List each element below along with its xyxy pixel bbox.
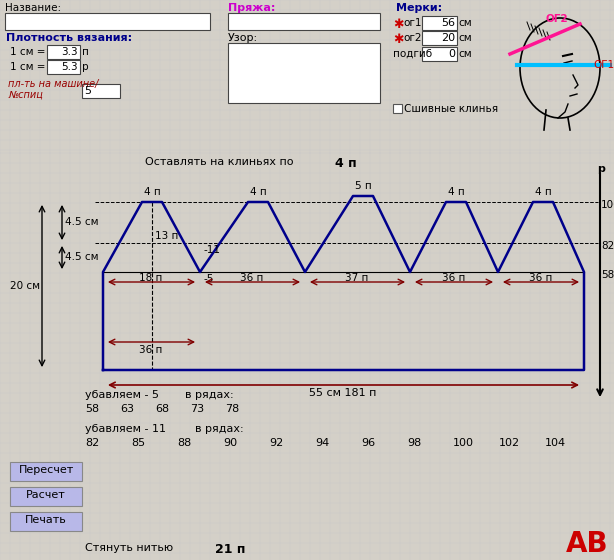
Text: Пряжа:: Пряжа:	[228, 3, 275, 13]
Text: 4 п: 4 п	[250, 187, 266, 197]
Text: 21 п: 21 п	[215, 543, 246, 556]
Text: р: р	[597, 164, 605, 174]
Text: Печать: Печать	[25, 515, 67, 525]
Text: 85: 85	[131, 438, 145, 448]
Text: 20: 20	[441, 33, 455, 43]
Text: №спиц: №спиц	[8, 90, 43, 100]
Text: 56: 56	[441, 18, 455, 28]
Text: 4.5 см: 4.5 см	[65, 217, 98, 227]
Text: 5 п: 5 п	[355, 181, 371, 191]
Text: 68: 68	[155, 404, 169, 414]
Text: 5.3: 5.3	[61, 62, 78, 72]
Bar	[228, 13, 380, 30]
Text: Стянуть нитью: Стянуть нитью	[85, 543, 173, 553]
Text: -11: -11	[203, 245, 220, 255]
Text: 1 см =: 1 см =	[10, 47, 45, 57]
Text: пл-ть на машине/: пл-ть на машине/	[8, 79, 98, 89]
Text: 18 п: 18 п	[139, 273, 163, 283]
Text: ОГ1: ОГ1	[593, 60, 614, 70]
Bar	[47, 60, 80, 74]
Text: в рядах:: в рядах:	[195, 424, 244, 434]
Text: см: см	[458, 33, 472, 43]
Text: 88: 88	[177, 438, 191, 448]
Text: см: см	[458, 49, 472, 59]
Bar	[393, 104, 402, 113]
Bar	[422, 16, 457, 30]
Text: р: р	[82, 62, 88, 72]
Text: п: п	[82, 47, 89, 57]
Bar	[228, 43, 380, 103]
Text: 58: 58	[85, 404, 99, 414]
Text: 78: 78	[225, 404, 239, 414]
Bar	[422, 31, 457, 45]
Text: Мерки:: Мерки:	[396, 3, 442, 13]
Text: 3.3: 3.3	[61, 47, 78, 57]
Text: 82: 82	[85, 438, 99, 448]
Text: 94: 94	[315, 438, 329, 448]
Text: 0: 0	[448, 49, 455, 59]
Text: Узор:: Узор:	[228, 33, 258, 43]
Text: в рядах:: в рядах:	[185, 390, 233, 400]
Bar	[82, 84, 120, 98]
Text: Расчет: Расчет	[26, 490, 66, 500]
Text: см: см	[458, 18, 472, 28]
Text: ог1: ог1	[403, 18, 421, 28]
Text: -5: -5	[203, 274, 214, 284]
Text: Пересчет: Пересчет	[18, 465, 74, 475]
Bar	[5, 13, 210, 30]
Text: 36 п: 36 п	[442, 273, 465, 283]
Text: 4.5 см: 4.5 см	[65, 252, 98, 262]
Text: 4 п: 4 п	[144, 187, 161, 197]
Bar	[10, 487, 82, 506]
Text: 106: 106	[601, 200, 614, 210]
Text: Название:: Название:	[5, 3, 61, 13]
Text: 37 п: 37 п	[345, 273, 368, 283]
Text: 104: 104	[545, 438, 566, 448]
Text: 36 п: 36 п	[529, 273, 553, 283]
Bar	[10, 512, 82, 531]
Text: 90: 90	[223, 438, 237, 448]
Text: Оставлять на клиньях по: Оставлять на клиньях по	[145, 157, 293, 167]
Text: 13 п: 13 п	[155, 231, 179, 241]
Text: убавляем - 11: убавляем - 11	[85, 424, 166, 434]
Text: АВ: АВ	[566, 530, 608, 558]
Text: ✱: ✱	[393, 33, 403, 46]
Bar	[47, 45, 80, 59]
Text: 36 п: 36 п	[240, 273, 263, 283]
Text: подгиб: подгиб	[393, 49, 432, 59]
Text: 92: 92	[269, 438, 283, 448]
Text: 102: 102	[499, 438, 520, 448]
Text: 1 см =: 1 см =	[10, 62, 45, 72]
Text: 36 п: 36 п	[139, 345, 163, 355]
Text: 4 п: 4 п	[448, 187, 465, 197]
Text: 4 п: 4 п	[335, 157, 357, 170]
Text: 98: 98	[407, 438, 421, 448]
Text: ОГ2: ОГ2	[545, 14, 567, 24]
Text: 82: 82	[601, 241, 614, 251]
Text: Плотность вязания:: Плотность вязания:	[6, 33, 132, 43]
Text: ог2: ог2	[403, 33, 421, 43]
Text: 58: 58	[601, 270, 614, 280]
Text: убавляем - 5: убавляем - 5	[85, 390, 159, 400]
Text: 63: 63	[120, 404, 134, 414]
Text: 96: 96	[361, 438, 375, 448]
Bar	[10, 462, 82, 481]
Text: 100: 100	[453, 438, 474, 448]
Text: ✱: ✱	[393, 18, 403, 31]
Text: 73: 73	[190, 404, 204, 414]
Bar	[422, 47, 457, 61]
Text: 5: 5	[84, 86, 91, 96]
Text: 20 см: 20 см	[10, 281, 40, 291]
Text: 55 см 181 п: 55 см 181 п	[309, 388, 376, 398]
Text: Сшивные клинья: Сшивные клинья	[404, 104, 498, 114]
Text: 4 п: 4 п	[535, 187, 552, 197]
